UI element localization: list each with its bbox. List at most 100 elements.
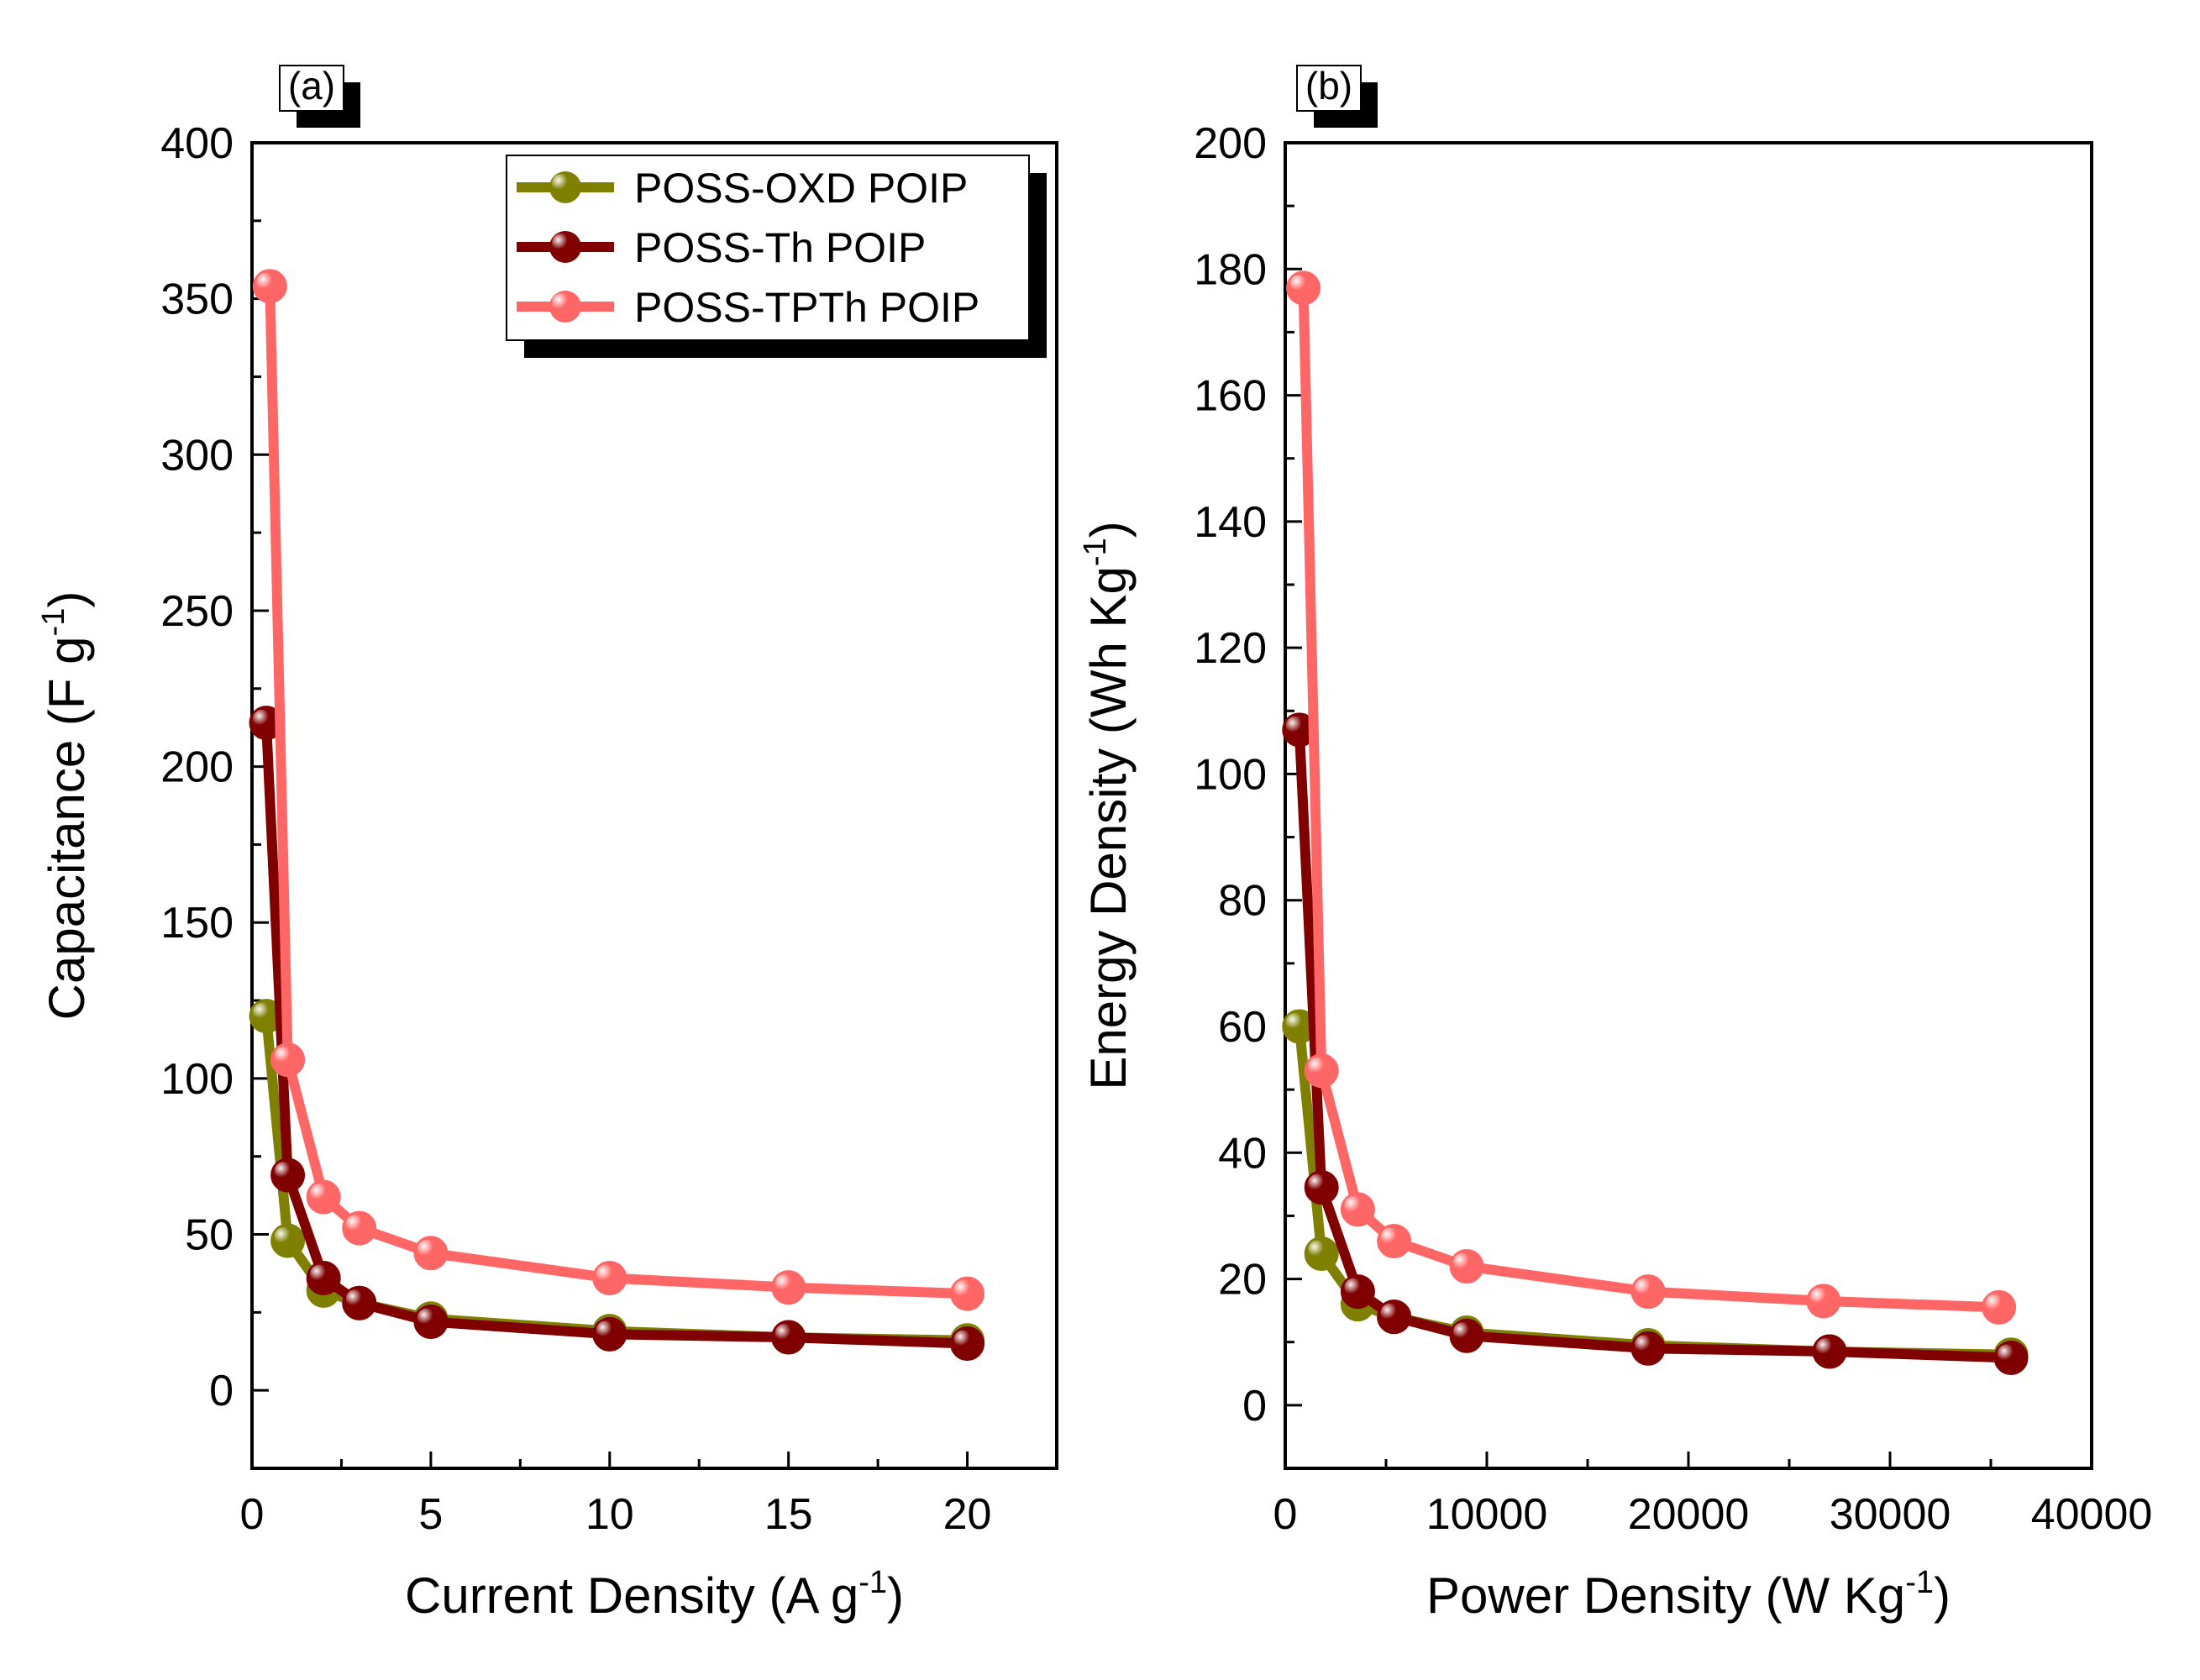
y-axis-title-sup: -1 — [1078, 538, 1113, 566]
data-point-highlight — [953, 1280, 973, 1299]
series-line-th — [261, 722, 968, 1349]
legend-swatch-highlight — [552, 174, 570, 192]
y-tick-label: 400 — [160, 119, 234, 168]
y-tick-label: 100 — [160, 1055, 234, 1104]
legend-label: POSS-OXD POIP — [634, 165, 968, 212]
plot-frame — [1284, 141, 2093, 1470]
y-tick-label: 350 — [160, 276, 234, 324]
y-axis-title-text: Energy Density (Wh Kg — [1080, 566, 1137, 1090]
x-axis-title-sup: -1 — [1905, 1565, 1934, 1600]
data-point-highlight — [1985, 1294, 2004, 1313]
data-point-highlight — [1308, 1057, 1327, 1076]
y-tick-label: 60 — [1218, 1003, 1267, 1052]
chart-panel-b: (b) 0 10000 20000 30000 40000 0 20 40 60 80 100 120 1… — [1078, 64, 2152, 1624]
data-point-highlight — [345, 1215, 365, 1234]
data-point-highlight — [1289, 274, 1309, 293]
data-point-highlight — [253, 709, 272, 728]
y-tick-label: 300 — [160, 431, 234, 480]
plot-frame — [250, 141, 1058, 1470]
legend-swatch-highlight — [552, 293, 570, 312]
x-axis-title-end: ) — [1934, 1567, 1951, 1624]
panel-label-box — [1296, 65, 1362, 112]
x-axis-title-end: ) — [887, 1567, 904, 1624]
panel-label: (a) — [288, 64, 335, 108]
y-tick-label: 100 — [1194, 750, 1267, 799]
y-axis-title-end: ) — [1080, 521, 1137, 538]
data-point-highlight — [253, 1002, 272, 1021]
legend-label: POSS-Th POIP — [634, 224, 926, 271]
y-axis-title-end: ) — [39, 591, 95, 608]
y-tick-label: 40 — [1218, 1129, 1267, 1178]
legend-swatch-highlight — [552, 234, 570, 252]
data-point-highlight — [274, 1046, 293, 1065]
y-tick-label: 80 — [1218, 877, 1267, 926]
data-point-highlight — [1285, 716, 1305, 735]
data-point-highlight — [417, 1308, 436, 1327]
y-axis-title: Energy Density (Wh Kg-1) — [1078, 521, 1137, 1089]
chart-panel-a: (a)0 5 10 15 20050100150200250300350400Curre… — [36, 64, 1058, 1624]
data-point-highlight — [1453, 1322, 1472, 1341]
x-axis-title: Power Density (W Kg-1) — [1426, 1565, 1951, 1624]
x-tick-label: 30000 — [1830, 1490, 1951, 1539]
series-line-tpth — [265, 286, 968, 1299]
y-tick-label: 20 — [1218, 1256, 1267, 1305]
data-point-highlight — [1816, 1337, 1835, 1357]
y-tick-label: 200 — [160, 743, 234, 792]
data-point-highlight — [256, 272, 276, 291]
x-tick-label: 15 — [764, 1490, 813, 1539]
y-tick-label: 250 — [160, 587, 234, 636]
y-tick-label: 180 — [1194, 245, 1267, 294]
data-point-highlight — [1308, 1240, 1327, 1259]
y-axis-title: Capacitance (F g-1) — [36, 591, 95, 1021]
y-axis-title-text: Capacitance (F g — [39, 636, 95, 1020]
x-axis-title: Current Density (A g-1) — [405, 1565, 904, 1624]
x-tick-label: 10000 — [1426, 1490, 1548, 1539]
data-point-highlight — [274, 1161, 293, 1180]
x-tick-label: 20000 — [1628, 1490, 1750, 1539]
data-point-highlight — [1285, 1013, 1305, 1032]
data-point-highlight — [310, 1183, 329, 1202]
data-point-highlight — [1635, 1335, 1653, 1354]
data-point-highlight — [596, 1264, 615, 1284]
data-point-highlight — [1380, 1227, 1399, 1247]
data-point-highlight — [1344, 1278, 1363, 1297]
x-tick-label: 10 — [585, 1490, 634, 1539]
x-axis-title-sup: -1 — [858, 1565, 887, 1600]
data-point-highlight — [774, 1273, 794, 1293]
series-line-tpth — [1298, 287, 1999, 1313]
data-point-highlight — [1380, 1303, 1399, 1322]
y-tick-label: 50 — [185, 1211, 234, 1260]
x-axis-title-text: Power Density (W Kg — [1426, 1567, 1905, 1624]
data-point-highlight — [1344, 1195, 1363, 1215]
y-tick-label: 140 — [1194, 498, 1267, 547]
data-point-highlight — [1998, 1344, 2016, 1363]
legend-label: POSS-TPTh POIP — [634, 284, 979, 331]
x-tick-label: 5 — [418, 1490, 443, 1539]
data-point-highlight — [1308, 1173, 1327, 1193]
y-tick-label: 0 — [209, 1367, 234, 1415]
series-line-th — [1294, 729, 2012, 1363]
x-tick-label: 40000 — [2031, 1490, 2153, 1539]
data-point-highlight — [1453, 1252, 1472, 1272]
data-point-highlight — [1635, 1278, 1653, 1297]
y-tick-label: 200 — [1194, 119, 1267, 168]
y-tick-label: 0 — [1242, 1382, 1267, 1431]
panel-label: (b) — [1305, 64, 1352, 108]
y-tick-label: 160 — [1194, 372, 1267, 421]
x-axis-title-text: Current Density (A g — [405, 1567, 858, 1624]
data-point-highlight — [345, 1289, 365, 1309]
panel-label-box — [279, 65, 344, 112]
x-tick-label: 20 — [943, 1490, 992, 1539]
y-tick-label: 150 — [160, 899, 234, 948]
x-tick-label: 0 — [240, 1490, 265, 1539]
data-point-highlight — [953, 1330, 973, 1349]
data-point-highlight — [774, 1324, 794, 1343]
y-axis-title-sup: -1 — [36, 608, 71, 637]
data-point-highlight — [1809, 1287, 1829, 1306]
data-point-highlight — [596, 1320, 615, 1340]
data-point-highlight — [310, 1264, 329, 1284]
y-tick-label: 120 — [1194, 624, 1267, 673]
x-tick-label: 0 — [1273, 1490, 1298, 1539]
data-point-highlight — [274, 1226, 293, 1246]
